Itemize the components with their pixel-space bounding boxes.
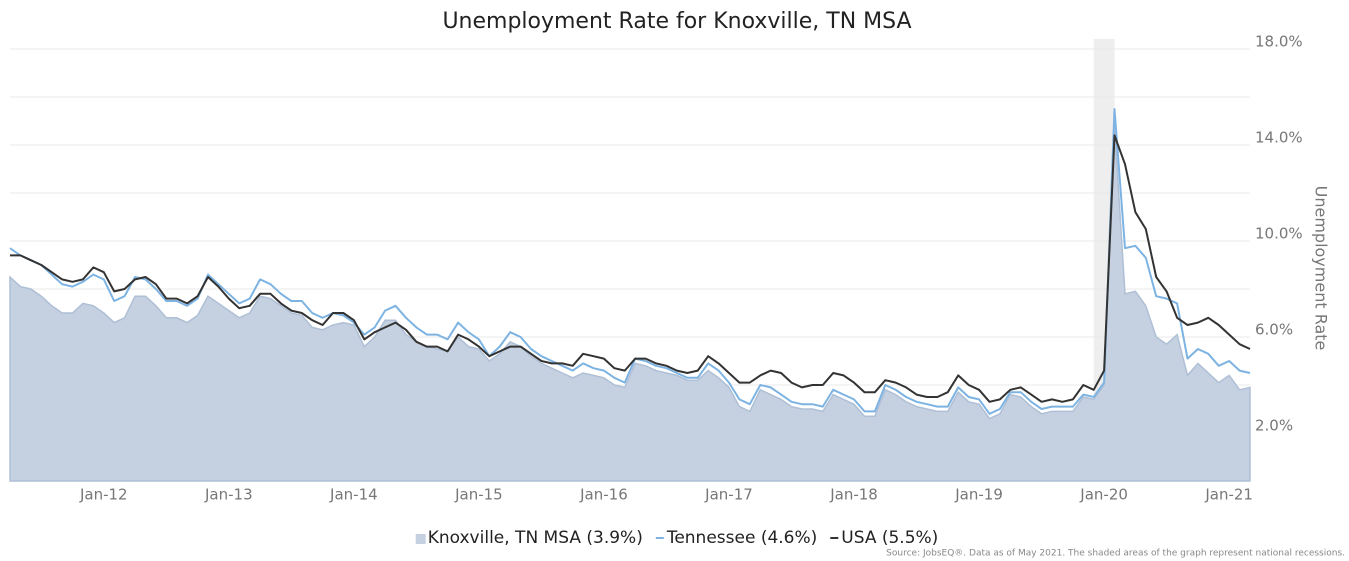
line: [9, 108, 1251, 415]
y-tick-label: 2.0%: [1255, 417, 1293, 435]
y-tick-label: 14.0%: [1255, 129, 1303, 147]
legend-label: USA (5.5%): [841, 528, 938, 548]
y-tick-label: 18.0%: [1255, 33, 1303, 51]
line: [10, 134, 1251, 403]
x-tick-label: Jan-20: [1079, 486, 1128, 504]
x-tick-label: Jan-16: [579, 486, 628, 504]
chart-title: Unemployment Rate for Knoxville, TN MSA: [442, 9, 911, 34]
x-tick-label: Jan-18: [829, 486, 878, 504]
source-note: Source: JobsEQ®. Data as of May 2021. Th…: [886, 549, 1345, 559]
x-tick-label: Jan-12: [79, 486, 128, 504]
x-tick-label: Jan-14: [329, 486, 378, 504]
area: [9, 125, 1251, 482]
legend-label: Knoxville, TN MSA (3.9%): [428, 528, 643, 548]
x-tick-label: Jan-13: [204, 486, 253, 504]
y-tick-label: 10.0%: [1255, 225, 1303, 243]
legend-swatch: [415, 534, 426, 544]
y-tick-label: 6.0%: [1255, 321, 1293, 339]
legend-label: Tennessee (4.6%): [666, 528, 817, 548]
x-tick-label: Jan-17: [704, 486, 753, 504]
x-tick-label: Jan-19: [954, 486, 1003, 504]
x-tick-label: Jan-21: [1204, 486, 1253, 504]
legend: Knoxville, TN MSA (3.9%) Tennessee (4.6%)…: [415, 528, 938, 548]
x-tick-label: Jan-15: [454, 486, 503, 504]
y-axis-label: Unemployment Rate: [1312, 186, 1331, 351]
